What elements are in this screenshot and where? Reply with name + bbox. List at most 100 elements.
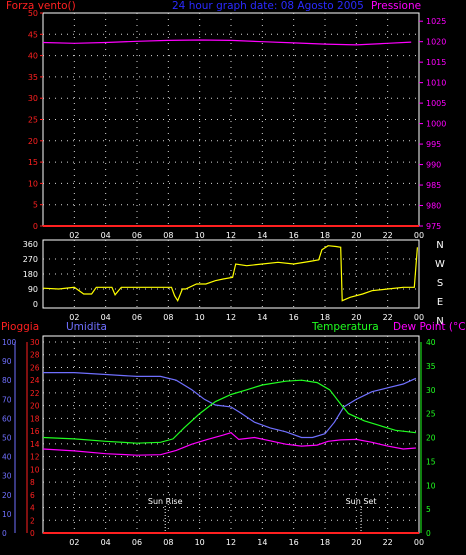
x-tick-label: 12 [226, 313, 236, 322]
x-tick-label: 02 [69, 313, 79, 322]
right-tick-label: 1005 [426, 99, 446, 108]
x-tick-label: 14 [257, 313, 267, 322]
rain-tick-label: 10 [30, 465, 40, 474]
humidity-tick-label: 90 [2, 357, 12, 366]
right-tick-label: 1025 [426, 17, 446, 26]
x-tick-label: 12 [226, 538, 236, 547]
right-tick-label: 1020 [426, 38, 446, 47]
humidity-tick-label: 60 [2, 414, 12, 423]
temperature-tick-label: 5 [426, 505, 431, 514]
right-tick-label: 1000 [426, 120, 446, 129]
humidity-tick-label: 50 [2, 434, 12, 443]
x-tick-label: 12 [226, 231, 236, 240]
wind-force-label: Forza vento() [6, 0, 76, 12]
compass-label: N [436, 316, 443, 327]
x-tick-label: 22 [383, 313, 393, 322]
rain-tick-label: 6 [30, 491, 35, 500]
x-tick-label: 20 [351, 538, 361, 547]
direction-tick-label: 360 [23, 240, 38, 249]
x-tick-label: 06 [132, 313, 142, 322]
compass-label: N [436, 240, 443, 251]
temperature-tick-label: 15 [426, 457, 436, 466]
compass-label: W [435, 259, 445, 270]
left-tick-label: 35 [28, 73, 38, 82]
x-tick-label: 18 [320, 231, 330, 240]
left-tick-label: 25 [28, 116, 38, 125]
compass-label: E [437, 297, 443, 308]
x-tick-label: 22 [383, 231, 393, 240]
x-tick-label: 14 [257, 538, 267, 547]
rain-tick-label: 8 [30, 478, 35, 487]
left-tick-label: 0 [33, 222, 38, 231]
chart-title: 24 hour graph date: 08 Agosto 2005 [172, 0, 364, 12]
humidity-tick-label: 10 [2, 510, 12, 519]
x-tick-label: 10 [195, 313, 205, 322]
humidity-tick-label: 70 [2, 395, 12, 404]
x-tick-label: 18 [320, 313, 330, 322]
wind-direction-series [42, 245, 418, 303]
x-tick-label: 08 [163, 231, 173, 240]
x-tick-label: 00 [414, 538, 424, 547]
x-tick-label: 14 [257, 231, 267, 240]
rain-tick-label: 28 [30, 351, 40, 360]
temperature-tick-label: 40 [426, 338, 436, 347]
rain-tick-label: 30 [30, 338, 40, 347]
right-tick-label: 975 [426, 222, 441, 231]
x-tick-label: 08 [163, 538, 173, 547]
direction-tick-label: 180 [23, 270, 38, 279]
rain-tick-label: 16 [30, 427, 40, 436]
pressure-label: Pressione [371, 0, 421, 12]
temperature-tick-label: 20 [426, 434, 436, 443]
x-tick-label: 04 [101, 231, 111, 240]
x-tick-label: 16 [289, 538, 299, 547]
dew-point-label: Dew Point (°C) [393, 321, 466, 333]
humidity-tick-label: 100 [2, 338, 17, 347]
dew-point-series [42, 432, 416, 456]
pressure-series [42, 39, 412, 46]
x-tick-label: 18 [320, 538, 330, 547]
direction-tick-label: 90 [28, 285, 38, 294]
temperature-series [42, 379, 416, 444]
x-tick-label: 00 [414, 231, 424, 240]
humidity-tick-label: 20 [2, 491, 12, 500]
rain-tick-label: 18 [30, 414, 40, 423]
right-tick-label: 985 [426, 181, 441, 190]
temperature-tick-label: 10 [426, 481, 436, 490]
x-tick-label: 10 [195, 231, 205, 240]
humidity-tick-label: 40 [2, 453, 12, 462]
series-lines: Sun Rise Sun Set [42, 39, 419, 534]
temperature-tick-label: 30 [426, 386, 436, 395]
rain-tick-label: 14 [30, 440, 40, 449]
humidity-label: Umidita [66, 321, 107, 333]
rain-tick-label: 20 [30, 402, 40, 411]
temperature-tick-label: 0 [426, 529, 431, 538]
right-tick-label: 995 [426, 140, 441, 149]
rain-tick-label: 4 [30, 504, 35, 513]
direction-tick-label: 270 [23, 255, 38, 264]
rain-tick-label: 24 [30, 376, 40, 385]
left-tick-label: 10 [28, 179, 38, 188]
x-tick-label: 20 [351, 313, 361, 322]
x-tick-label: 04 [101, 313, 111, 322]
temperature-tick-label: 35 [426, 362, 436, 371]
left-tick-label: 50 [28, 9, 38, 18]
right-tick-label: 1015 [426, 58, 446, 67]
right-tick-label: 1010 [426, 79, 446, 88]
rain-tick-label: 26 [30, 363, 40, 372]
left-tick-label: 15 [28, 158, 38, 167]
sun-marker-label: Sun Rise [148, 497, 183, 506]
humidity-series [43, 372, 417, 439]
humidity-tick-label: 80 [2, 376, 12, 385]
left-tick-label: 45 [28, 30, 38, 39]
x-tick-label: 06 [132, 231, 142, 240]
x-tick-label: 00 [414, 313, 424, 322]
x-tick-label: 10 [195, 538, 205, 547]
rain-tick-label: 12 [30, 453, 40, 462]
compass-label: S [437, 278, 443, 289]
left-tick-label: 5 [33, 201, 38, 210]
x-tick-label: 02 [69, 231, 79, 240]
rain-label: Pioggia [1, 321, 39, 333]
left-tick-label: 20 [28, 137, 38, 146]
